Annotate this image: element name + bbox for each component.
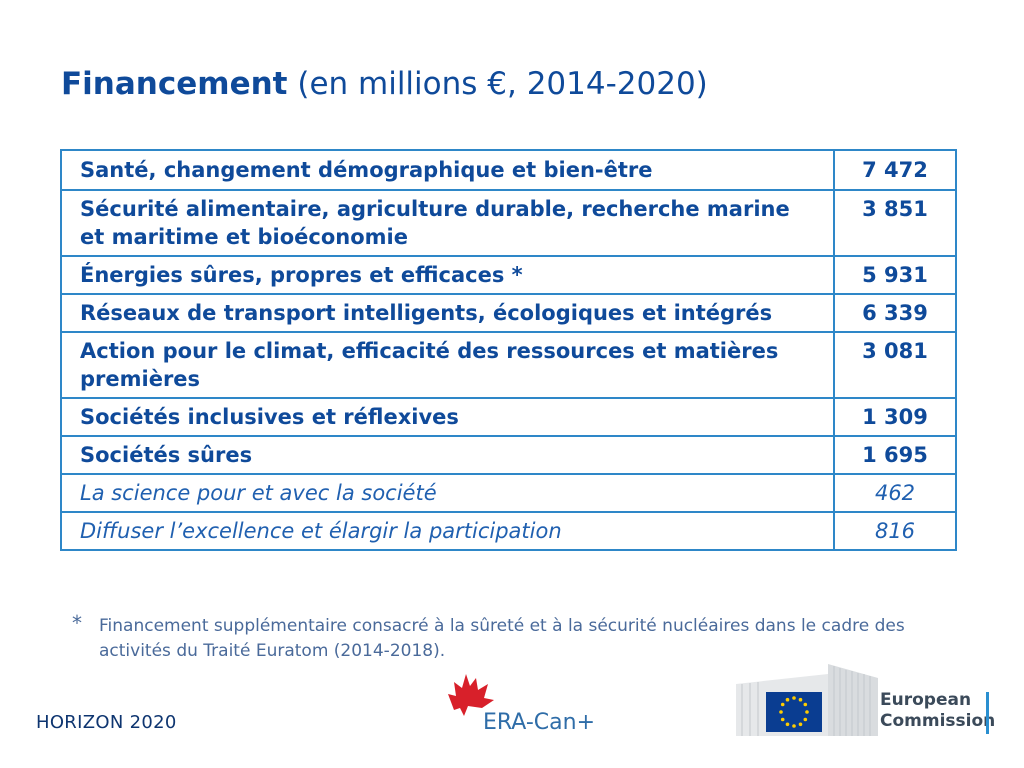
- row-label: Action pour le climat, efficacité des re…: [60, 331, 835, 399]
- table-row: Sociétés sûres 1 695: [60, 435, 957, 475]
- row-label: Diffuser l’excellence et élargir la part…: [60, 511, 835, 551]
- funding-table: Santé, changement démographique et bien-…: [60, 149, 957, 551]
- row-value: 3 081: [833, 331, 957, 399]
- row-value: 7 472: [833, 149, 957, 191]
- title-bold: Financement: [61, 66, 288, 102]
- row-value: 816: [833, 511, 957, 551]
- row-label: Sécurité alimentaire, agriculture durabl…: [60, 189, 835, 257]
- commission-accent-bar: [986, 692, 989, 734]
- footnote-text: Financement supplémentaire consacré à la…: [99, 616, 905, 661]
- horizon-2020-label: HORIZON 2020: [36, 712, 177, 733]
- row-value: 5 931: [833, 255, 957, 295]
- row-label: Sociétés inclusives et réflexives: [60, 397, 835, 437]
- slide-title: Financement (en millions €, 2014-2020): [61, 66, 708, 102]
- era-can-text: ERA-Can+: [483, 710, 596, 735]
- table-row: Sécurité alimentaire, agriculture durabl…: [60, 189, 957, 257]
- table-row: Sociétés inclusives et réflexives 1 309: [60, 397, 957, 437]
- table-row: Diffuser l’excellence et élargir la part…: [60, 511, 957, 551]
- row-value: 3 851: [833, 189, 957, 257]
- row-value: 6 339: [833, 293, 957, 333]
- commission-name: European Commission: [880, 690, 995, 732]
- maple-leaf-icon: [448, 674, 494, 716]
- table-row: Réseaux de transport intelligents, écolo…: [60, 293, 957, 333]
- row-value: 462: [833, 473, 957, 513]
- era-can-logo: ERA-Can+: [440, 670, 610, 740]
- row-label: La science pour et avec la société: [60, 473, 835, 513]
- row-label: Réseaux de transport intelligents, écolo…: [60, 293, 835, 333]
- title-subtitle: (en millions €, 2014-2020): [297, 66, 708, 102]
- commission-name-line1: European: [880, 690, 972, 710]
- table-row: Action pour le climat, efficacité des re…: [60, 331, 957, 399]
- row-label: Santé, changement démographique et bien-…: [60, 149, 835, 191]
- table-row: Énergies sûres, propres et efficaces * 5…: [60, 255, 957, 295]
- commission-name-line2: Commission: [880, 711, 996, 731]
- table-row: La science pour et avec la société 462: [60, 473, 957, 513]
- footnote-marker: *: [72, 611, 82, 635]
- european-commission-logo: European Commission: [736, 664, 996, 736]
- commission-building-icon: [736, 664, 878, 736]
- footnote: * Financement supplémentaire consacré à …: [72, 611, 952, 664]
- table-row: Santé, changement démographique et bien-…: [60, 149, 957, 191]
- row-value: 1 309: [833, 397, 957, 437]
- row-label: Énergies sûres, propres et efficaces *: [60, 255, 835, 295]
- row-label: Sociétés sûres: [60, 435, 835, 475]
- row-value: 1 695: [833, 435, 957, 475]
